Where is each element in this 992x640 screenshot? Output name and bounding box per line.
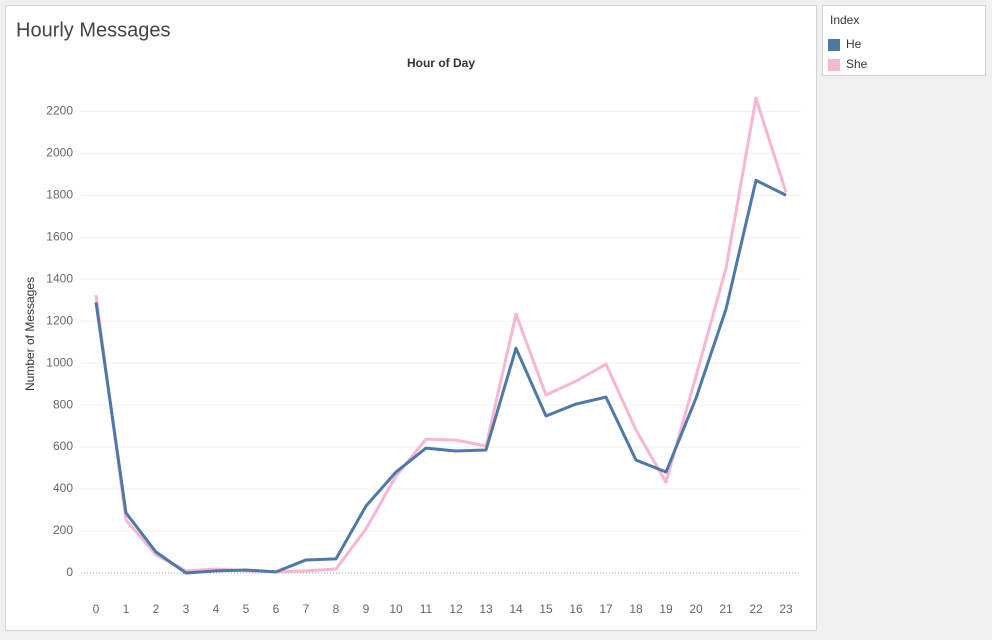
line [94,178,787,575]
y-tick-label: 1000 [46,355,73,369]
chart-title: Hourly Messages [16,19,171,41]
x-tick-label: 9 [363,602,370,616]
y-tick-label: 2000 [46,145,73,159]
legend-swatch [828,59,840,71]
x-tick-label: 11 [420,602,433,616]
x-tick-label: 4 [213,602,220,616]
legend-swatch [828,39,840,51]
y-tick-label: 0 [66,565,73,579]
x-tick-label: 16 [569,602,583,616]
y-tick-label: 2200 [46,103,73,117]
y-tick-label: 1200 [46,313,73,327]
x-tick-label: 19 [659,602,673,616]
x-tick-label: 10 [389,602,403,616]
x-tick-label: 18 [629,602,643,616]
chart-panel [5,5,817,631]
x-tick-label: 6 [273,602,280,616]
x-tick-label: 0 [93,602,100,616]
y-tick-label: 800 [53,397,73,411]
line [94,96,788,574]
x-tick-label: 17 [599,602,613,616]
y-tick-label: 400 [53,481,73,495]
x-tick-label: 15 [539,602,553,616]
x-tick-label: 22 [749,602,763,616]
x-tick-label: 23 [779,602,793,616]
y-tick-label: 600 [53,439,73,453]
x-tick-label: 5 [243,602,250,616]
x-tick-label: 3 [183,602,190,616]
legend [822,5,986,76]
x-tick-label: 13 [479,602,493,616]
y-tick-label: 1400 [46,271,73,285]
legend-title: Index [830,13,859,27]
legend-label: He [846,37,862,51]
x-header: Hour of Day [407,56,475,70]
x-tick-label: 21 [719,602,733,616]
legend-label: She [846,57,868,71]
x-tick-label: 1 [123,602,130,616]
x-tick-label: 20 [689,602,703,616]
x-tick-label: 8 [333,602,340,616]
y-tick-label: 1600 [46,229,73,243]
x-tick-label: 2 [153,602,160,616]
y-axis-title: Number of Messages [23,277,37,391]
y-tick-label: 1800 [46,187,73,201]
x-tick-label: 14 [509,602,523,616]
x-tick-label: 12 [449,602,463,616]
x-tick-label: 7 [303,602,310,616]
y-tick-label: 200 [53,523,73,537]
